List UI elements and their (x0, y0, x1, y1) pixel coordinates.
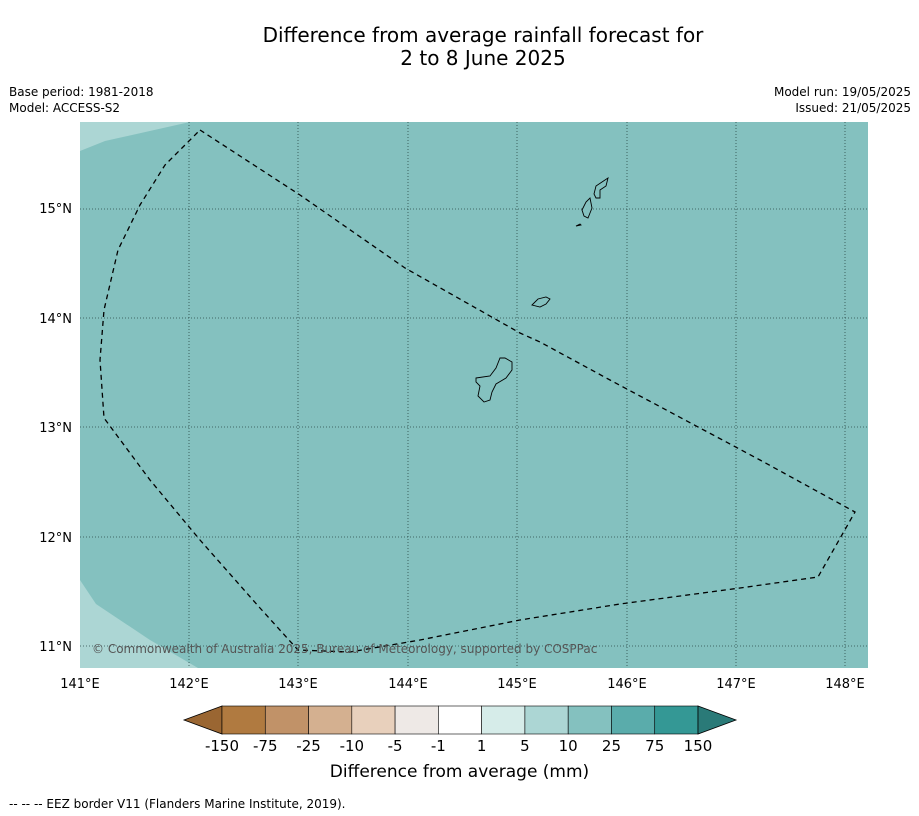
colorbar-cell (308, 705, 353, 735)
lat-label: 15°N (39, 202, 72, 217)
island-rota (531, 296, 551, 308)
island-saipan (593, 176, 609, 199)
map-light-region-top-left (80, 122, 190, 151)
colorbar-cell (221, 705, 266, 735)
map-light-region-bottom-left (80, 580, 198, 668)
base-period: Base period: 1981-2018 (9, 85, 154, 99)
colorbar-cell (264, 705, 309, 735)
lon-label: 142°E (169, 677, 209, 692)
colorbar-tick-label: 150 (684, 737, 713, 755)
lon-label: 143°E (278, 677, 318, 692)
eez-footnote: -- -- -- EEZ border V11 (Flanders Marine… (9, 797, 346, 811)
colorbar-tick-label: 10 (559, 737, 578, 755)
island-guam (475, 357, 513, 403)
copyright-text: © Commonwealth of Australia 2025, Bureau… (92, 642, 597, 656)
colorbar-cell (567, 705, 612, 735)
colorbar-right-arrow (697, 705, 738, 735)
model-name: Model: ACCESS-S2 (9, 101, 121, 115)
colorbar-left-arrow (182, 705, 223, 735)
lat-label: 13°N (39, 421, 72, 436)
issued-date: Issued: 21/05/2025 (795, 101, 911, 115)
model-run: Model run: 19/05/2025 (773, 85, 911, 99)
colorbar-tick-label: -25 (296, 737, 321, 755)
lon-label: 144°E (388, 677, 428, 692)
islands (475, 176, 609, 403)
colorbar-cell (481, 705, 526, 735)
colorbar-tick-label: 75 (645, 737, 664, 755)
meta-right: Model run: 19/05/2025 Issued: 21/05/2025 (774, 84, 911, 116)
colorbar-tick-label: 25 (602, 737, 621, 755)
colorbar-cell (394, 705, 439, 735)
colorbar-tick-label: -5 (388, 737, 403, 755)
colorbar-tick-label: -1 (431, 737, 446, 755)
colorbar-cell (654, 705, 699, 735)
colorbar-tick-label: 1 (477, 737, 487, 755)
colorbar-cell (438, 705, 482, 735)
colorbar-tick-label: 5 (520, 737, 530, 755)
lon-label: 141°E (60, 677, 100, 692)
colorbar-title: Difference from average (mm) (329, 762, 590, 782)
island-aguijan (575, 223, 582, 227)
chart-title-line2: 2 to 8 June 2025 (400, 46, 566, 70)
lon-labels: 141°E 142°E 143°E 144°E 145°E 146°E 147°… (60, 677, 865, 692)
lon-label: 148°E (825, 677, 865, 692)
lat-label: 14°N (39, 312, 72, 327)
colorbar-tick-label: -10 (340, 737, 365, 755)
colorbar-cell (351, 705, 396, 735)
colorbar: -150 -75 -25 -10 -5 -1 1 5 10 25 75 150 (182, 705, 738, 755)
colorbar-cell (611, 705, 656, 735)
map-background (80, 122, 868, 668)
lat-label: 12°N (39, 531, 72, 546)
lon-label: 146°E (607, 677, 647, 692)
eez-border (99, 129, 856, 653)
gridlines (80, 122, 868, 668)
lon-label: 147°E (716, 677, 756, 692)
lat-labels: 15°N 14°N 13°N 12°N 11°N (39, 202, 72, 655)
colorbar-tick-label: -150 (205, 737, 239, 755)
colorbar-cell (524, 705, 569, 735)
lon-label: 145°E (497, 677, 537, 692)
meta-left: Base period: 1981-2018 Model: ACCESS-S2 (9, 84, 154, 116)
colorbar-tick-label: -75 (253, 737, 278, 755)
island-tinian (581, 197, 593, 219)
lat-label: 11°N (39, 640, 72, 655)
chart-title-line1: Difference from average rainfall forecas… (262, 23, 704, 47)
